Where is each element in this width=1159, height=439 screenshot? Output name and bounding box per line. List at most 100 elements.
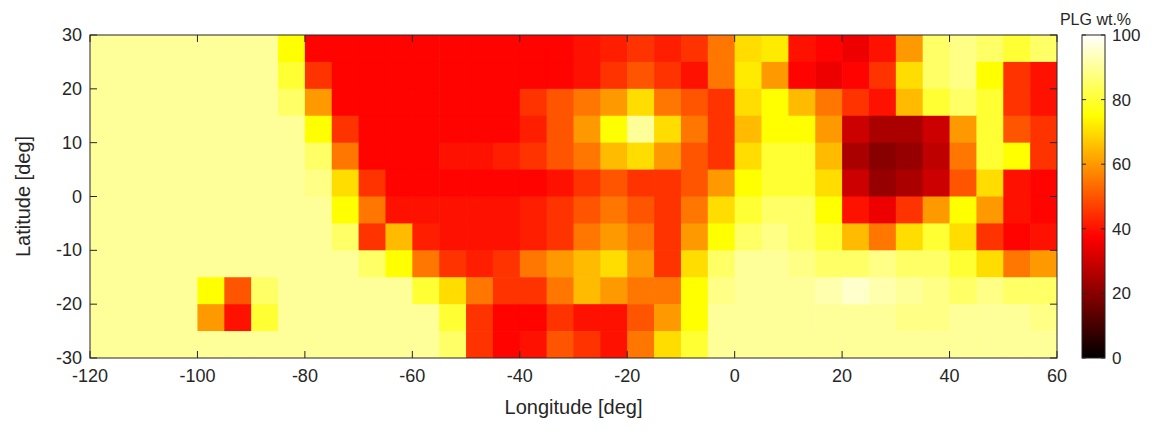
cell	[600, 62, 627, 90]
cell	[788, 197, 815, 225]
cell	[788, 304, 815, 332]
cell	[520, 331, 547, 358]
cell	[547, 89, 574, 117]
cell	[520, 89, 547, 117]
cell	[842, 35, 869, 63]
cell	[600, 143, 627, 171]
cell	[1003, 62, 1030, 90]
cell	[842, 143, 869, 171]
cell	[385, 223, 412, 251]
cell	[815, 223, 842, 251]
cell	[466, 62, 493, 90]
cell	[654, 331, 681, 358]
cell	[144, 89, 171, 117]
cell	[762, 89, 789, 117]
x-tick	[519, 35, 520, 42]
cell	[842, 89, 869, 117]
cell	[762, 170, 789, 198]
cell	[896, 304, 923, 332]
colorbar-tick-label: 100	[1112, 26, 1140, 45]
y-tick	[90, 358, 97, 359]
cell	[869, 170, 896, 198]
cell	[1003, 331, 1030, 358]
cell	[681, 35, 708, 63]
cell	[600, 223, 627, 251]
cell	[547, 62, 574, 90]
cell	[90, 223, 117, 251]
x-tick-label: -20	[614, 366, 640, 386]
cell	[305, 277, 332, 305]
cell	[1030, 35, 1057, 63]
cell	[359, 223, 386, 251]
cell	[950, 170, 977, 198]
cell	[950, 223, 977, 251]
cell	[385, 331, 412, 358]
x-tick	[412, 351, 413, 358]
cell	[1030, 143, 1057, 171]
cell	[627, 197, 654, 225]
cell	[708, 250, 735, 278]
cell	[439, 35, 466, 63]
x-tick	[734, 351, 735, 358]
cell	[547, 331, 574, 358]
y-tick-label: 20	[62, 79, 82, 99]
cell	[869, 116, 896, 144]
cell	[278, 197, 305, 225]
cell	[654, 89, 681, 117]
cell	[90, 89, 117, 117]
cell	[708, 116, 735, 144]
cell	[788, 89, 815, 117]
cell	[976, 89, 1003, 117]
cell	[251, 62, 278, 90]
cell	[332, 250, 359, 278]
cell	[950, 304, 977, 332]
cell	[976, 304, 1003, 332]
cell	[627, 143, 654, 171]
cell	[1030, 116, 1057, 144]
cell	[762, 62, 789, 90]
cell	[466, 223, 493, 251]
cell	[976, 143, 1003, 171]
cell	[278, 116, 305, 144]
cell	[869, 62, 896, 90]
cell	[144, 250, 171, 278]
cell	[171, 170, 198, 198]
cell	[815, 250, 842, 278]
cell	[627, 62, 654, 90]
cell	[197, 250, 224, 278]
cell	[869, 331, 896, 358]
cell	[466, 304, 493, 332]
cell	[466, 116, 493, 144]
cell	[117, 250, 144, 278]
cell	[493, 331, 520, 358]
cell	[520, 304, 547, 332]
cell	[842, 223, 869, 251]
cell	[332, 89, 359, 117]
cell	[251, 250, 278, 278]
cell	[869, 250, 896, 278]
cell	[332, 35, 359, 63]
cell	[815, 170, 842, 198]
cell	[90, 170, 117, 198]
cell	[520, 170, 547, 198]
cell	[600, 170, 627, 198]
cell	[493, 277, 520, 305]
cell	[654, 62, 681, 90]
cell	[251, 116, 278, 144]
cell	[171, 277, 198, 305]
cell	[412, 62, 439, 90]
cell	[950, 35, 977, 63]
cell	[224, 304, 251, 332]
cell	[1030, 277, 1057, 305]
cell	[547, 223, 574, 251]
cell	[171, 35, 198, 63]
cell	[1003, 197, 1030, 225]
cell	[654, 35, 681, 63]
chart: -120-100-80-60-40-200204060-30-20-100102…	[0, 0, 1159, 439]
cell	[950, 116, 977, 144]
cell	[144, 277, 171, 305]
cell	[359, 116, 386, 144]
cell	[654, 223, 681, 251]
cell	[654, 143, 681, 171]
x-tick-label: 40	[940, 366, 960, 386]
